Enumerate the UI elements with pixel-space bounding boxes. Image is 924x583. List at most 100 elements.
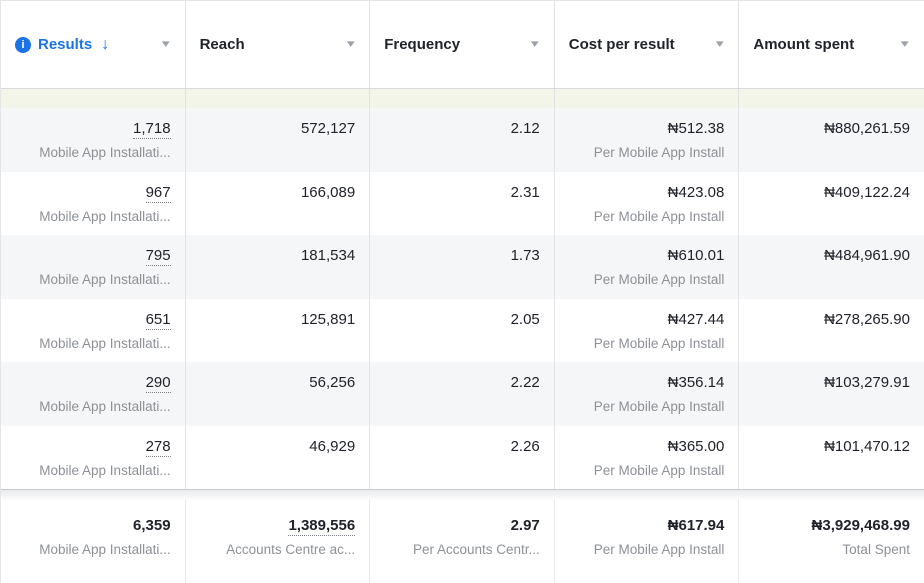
cost-per-result-cell: ₦512.38 Per Mobile App Install bbox=[554, 108, 740, 172]
strip-cell bbox=[554, 89, 740, 108]
cost-per-result-value: ₦427.44 bbox=[667, 310, 725, 328]
column-header-amount-spent[interactable]: Amount spent ▾ bbox=[739, 1, 924, 88]
footer-frequency-subtitle: Per Accounts Centr... bbox=[412, 542, 540, 557]
cost-per-result-subtitle: Per Mobile App Install bbox=[593, 145, 725, 160]
chevron-down-icon[interactable]: ▾ bbox=[161, 38, 170, 50]
column-label-results: Results bbox=[38, 36, 93, 53]
reach-cell: 181,534 bbox=[185, 235, 371, 299]
table-row: 1,718 Mobile App Installati... 572,127 2… bbox=[1, 108, 924, 172]
table-footer-totals: 6,359 Mobile App Installati... 1,389,556… bbox=[1, 499, 924, 583]
footer-reach-value[interactable]: 1,389,556 bbox=[288, 517, 356, 536]
table-header: i Results ↓ ▾ Reach ▾ Frequency ▾ Cost p… bbox=[1, 1, 924, 89]
footer-frequency-value: 2.97 bbox=[510, 517, 540, 534]
results-value[interactable]: 290 bbox=[145, 374, 171, 393]
cost-per-result-value: ₦356.14 bbox=[667, 374, 725, 391]
reach-value: 125,891 bbox=[300, 310, 356, 328]
selected-row-strip bbox=[1, 89, 924, 108]
amount-spent-value: ₦103,279.91 bbox=[824, 374, 910, 391]
results-value[interactable]: 651 bbox=[145, 310, 171, 330]
amount-spent-value: ₦101,470.12 bbox=[824, 437, 910, 455]
reach-cell: 46,929 bbox=[185, 425, 371, 489]
amount-spent-value: ₦484,961.90 bbox=[824, 247, 910, 264]
strip-cell bbox=[1, 89, 186, 108]
table-row: 967 Mobile App Installati... 166,089 2.3… bbox=[1, 171, 924, 235]
frequency-value: 2.26 bbox=[510, 437, 540, 455]
column-header-frequency[interactable]: Frequency ▾ bbox=[370, 1, 555, 88]
cost-per-result-cell: ₦356.14 Per Mobile App Install bbox=[554, 362, 740, 426]
frequency-cell: 2.12 bbox=[370, 108, 555, 172]
column-label-amount-spent: Amount spent bbox=[753, 36, 855, 53]
results-value[interactable]: 967 bbox=[145, 183, 171, 203]
results-subtitle: Mobile App Installati... bbox=[39, 399, 171, 414]
results-cell: 278 Mobile App Installati... bbox=[1, 425, 186, 489]
frequency-cell: 2.05 bbox=[370, 298, 555, 362]
frequency-cell: 2.31 bbox=[370, 171, 555, 235]
amount-spent-cell: ₦101,470.12 bbox=[739, 425, 924, 489]
table-row: 290 Mobile App Installati... 56,256 2.22… bbox=[1, 362, 924, 426]
footer-results-value: 6,359 bbox=[133, 517, 171, 534]
amount-spent-cell: ₦409,122.24 bbox=[739, 171, 924, 235]
reach-value: 56,256 bbox=[309, 374, 356, 391]
cost-per-result-value: ₦512.38 bbox=[667, 120, 725, 137]
amount-spent-cell: ₦103,279.91 bbox=[739, 362, 924, 426]
footer-results-cell: 6,359 Mobile App Installati... bbox=[1, 499, 186, 583]
results-subtitle: Mobile App Installati... bbox=[39, 145, 171, 160]
footer-reach-subtitle: Accounts Centre ac... bbox=[226, 542, 356, 557]
results-cell: 967 Mobile App Installati... bbox=[1, 171, 186, 235]
chevron-down-icon[interactable]: ▾ bbox=[346, 38, 355, 50]
frequency-cell: 1.73 bbox=[370, 235, 555, 299]
column-header-reach[interactable]: Reach ▾ bbox=[186, 1, 371, 88]
footer-reach-cell: 1,389,556 Accounts Centre ac... bbox=[185, 499, 371, 583]
table-row: 651 Mobile App Installati... 125,891 2.0… bbox=[1, 298, 924, 362]
column-label-cost-per-result: Cost per result bbox=[568, 36, 675, 53]
frequency-cell: 2.22 bbox=[370, 362, 555, 426]
cost-per-result-subtitle: Per Mobile App Install bbox=[593, 462, 725, 478]
table-scroll-gap bbox=[1, 489, 924, 499]
results-subtitle: Mobile App Installati... bbox=[39, 335, 171, 351]
reach-value: 46,929 bbox=[309, 437, 356, 455]
cost-per-result-value: ₦610.01 bbox=[667, 247, 725, 264]
reach-value: 181,534 bbox=[300, 247, 356, 264]
footer-cost-per-result-subtitle: Per Mobile App Install bbox=[593, 542, 725, 557]
column-header-results[interactable]: i Results ↓ ▾ bbox=[1, 1, 186, 88]
column-label-frequency: Frequency bbox=[384, 36, 461, 53]
strip-cell bbox=[185, 89, 371, 108]
results-cell: 290 Mobile App Installati... bbox=[1, 362, 186, 426]
cost-per-result-subtitle: Per Mobile App Install bbox=[593, 335, 725, 351]
chevron-down-icon[interactable]: ▾ bbox=[715, 38, 724, 50]
footer-frequency-cell: 2.97 Per Accounts Centr... bbox=[370, 499, 555, 583]
results-subtitle: Mobile App Installati... bbox=[39, 272, 171, 287]
cost-per-result-subtitle: Per Mobile App Install bbox=[593, 399, 725, 414]
chevron-down-icon[interactable]: ▾ bbox=[531, 38, 540, 50]
frequency-value: 2.05 bbox=[510, 310, 540, 328]
results-value[interactable]: 1,718 bbox=[133, 120, 171, 139]
cost-per-result-cell: ₦427.44 Per Mobile App Install bbox=[554, 298, 740, 362]
footer-cost-per-result-cell: ₦617.94 Per Mobile App Install bbox=[554, 499, 740, 583]
results-cell: 795 Mobile App Installati... bbox=[1, 235, 186, 299]
amount-spent-cell: ₦278,265.90 bbox=[739, 298, 924, 362]
amount-spent-value: ₦278,265.90 bbox=[824, 310, 910, 328]
column-header-cost-per-result[interactable]: Cost per result ▾ bbox=[555, 1, 740, 88]
results-subtitle: Mobile App Installati... bbox=[39, 208, 171, 224]
amount-spent-cell: ₦880,261.59 bbox=[739, 108, 924, 172]
info-icon[interactable]: i bbox=[15, 36, 31, 53]
cost-per-result-subtitle: Per Mobile App Install bbox=[593, 272, 725, 287]
results-cell: 651 Mobile App Installati... bbox=[1, 298, 186, 362]
table-row: 795 Mobile App Installati... 181,534 1.7… bbox=[1, 235, 924, 299]
column-label-reach: Reach bbox=[199, 36, 245, 53]
sort-desc-icon: ↓ bbox=[101, 35, 110, 53]
reach-cell: 56,256 bbox=[185, 362, 371, 426]
strip-cell bbox=[739, 89, 924, 108]
chevron-down-icon[interactable]: ▾ bbox=[901, 38, 910, 50]
strip-cell bbox=[370, 89, 555, 108]
frequency-value: 1.73 bbox=[510, 247, 540, 264]
results-value[interactable]: 278 bbox=[145, 437, 171, 457]
footer-amount-spent-cell: ₦3,929,468.99 Total Spent bbox=[739, 499, 924, 583]
reach-cell: 125,891 bbox=[185, 298, 371, 362]
results-value[interactable]: 795 bbox=[145, 247, 171, 266]
results-subtitle: Mobile App Installati... bbox=[39, 462, 171, 478]
amount-spent-value: ₦409,122.24 bbox=[824, 183, 910, 201]
cost-per-result-value: ₦365.00 bbox=[667, 437, 725, 455]
footer-amount-spent-subtitle: Total Spent bbox=[842, 542, 910, 557]
